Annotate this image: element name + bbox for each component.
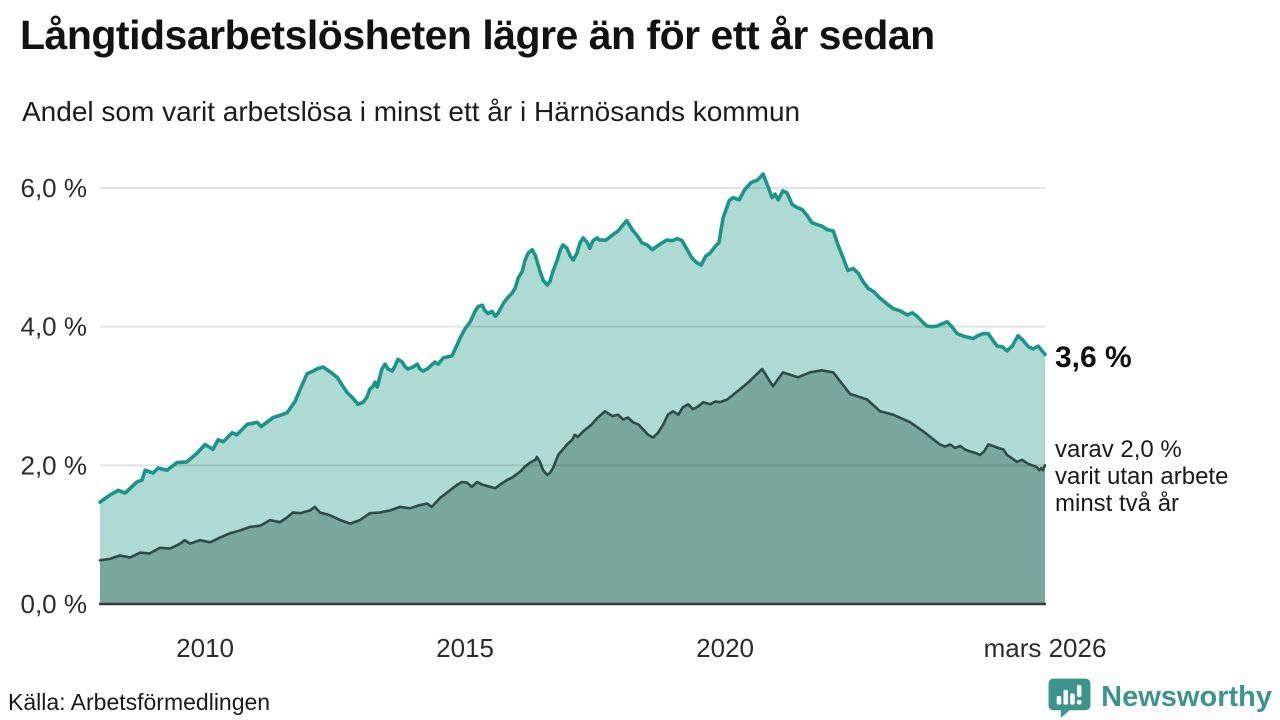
- newsworthy-logo: Newsworthy: [1047, 677, 1272, 718]
- x-tick-label-2010: 2010: [176, 633, 234, 663]
- x-tick-label-2015: 2015: [436, 633, 494, 663]
- y-tick-label-0: 0,0 %: [21, 589, 88, 619]
- x-tick-label-2020: 2020: [696, 633, 754, 663]
- chart-subtitle: Andel som varit arbetslösa i minst ett å…: [22, 96, 801, 127]
- line-minst-ett-ar: [98, 172, 1047, 504]
- source-caption: Källa: Arbetsförmedlingen: [8, 689, 271, 715]
- y-tick-label-2: 2,0 %: [21, 450, 88, 480]
- newsworthy-wordmark: Newsworthy: [1101, 681, 1272, 713]
- line-minst-tva-ar: [98, 367, 1047, 562]
- y-tick-label-6: 6,0 %: [21, 173, 88, 203]
- newsworthy-chart-bubble-icon: [1048, 678, 1091, 718]
- page-title: Långtidsarbetslösheten lägre än för ett …: [20, 12, 935, 58]
- latest-value-label: 3,6 %: [1055, 341, 1132, 374]
- y-tick-label-4: 4,0 %: [21, 312, 88, 342]
- two-year-annotation: varav 2,0 % varit utan arbete minst två …: [1055, 436, 1229, 517]
- x-tick-label-mars-2026: mars 2026: [984, 633, 1107, 663]
- area-fill-minst-tva-ar: [100, 369, 1045, 604]
